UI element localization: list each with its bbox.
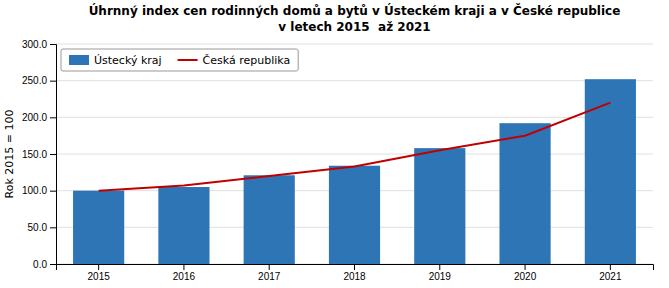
y-tick: 250.0: [22, 75, 56, 86]
y-axis: 0.0 50.0 100.0 150.0 200.0 250.0 300.0: [22, 39, 57, 270]
x-tick-mark: [98, 264, 99, 270]
chart: 0.0 50.0 100.0 150.0 200.0 250.0 300.0 2015 2016…: [0, 0, 669, 288]
legend: Ústecký kraj Česká republika: [61, 49, 298, 71]
y-axis-line: [50, 45, 57, 265]
bar: [73, 191, 124, 264]
legend-item: Ústecký kraj: [69, 54, 162, 67]
grid-line: [56, 44, 653, 45]
y-tick: 100.0: [22, 185, 56, 196]
y-tick-label: 200.0: [22, 112, 47, 123]
x-tick-label: 2015: [88, 271, 111, 282]
x-axis: 2015 2016 2017 2018 2019 2020 2021: [57, 264, 654, 282]
y-tick: 150.0: [22, 149, 56, 160]
x-tick-label: 2017: [258, 271, 281, 282]
bar: [329, 166, 380, 264]
y-tick-mark: [50, 117, 56, 118]
bar: [585, 79, 636, 264]
x-tick-mark: [269, 264, 270, 270]
line: [99, 103, 611, 191]
grid-line: [56, 117, 653, 118]
title: Úhrnný index cen rodinných domů a bytů v…: [89, 3, 621, 18]
y-tick-label: 300.0: [22, 39, 47, 50]
x-tick: 2017: [258, 264, 281, 282]
y-tick-label: 50.0: [28, 222, 48, 233]
bar: [499, 123, 550, 264]
x-tick-mark: [439, 264, 440, 270]
y-tick-mark: [50, 227, 56, 228]
y-tick: 200.0: [22, 112, 56, 123]
x-tick-label: 2021: [599, 271, 622, 282]
subtitle: v letech 2015 až 2021: [278, 20, 430, 34]
y-tick: 50.0: [28, 222, 56, 233]
x-tick-mark: [354, 264, 355, 270]
marks: [73, 79, 636, 264]
x-axis-line: [57, 265, 654, 271]
legend-item: Česká republika: [178, 54, 291, 67]
x-tick: 2015: [88, 264, 111, 282]
y-tick-label: 0.0: [33, 259, 47, 270]
y-tick-mark: [50, 154, 56, 155]
bar: [414, 148, 465, 264]
grid-line: [56, 154, 653, 155]
legend-swatch: [178, 59, 198, 61]
y-tick-mark: [50, 191, 56, 192]
bar: [158, 187, 209, 264]
x-tick-label: 2019: [429, 271, 452, 282]
bar: [244, 175, 295, 264]
x-tick: 2016: [173, 264, 196, 282]
y-tick-mark: [50, 44, 56, 45]
x-tick: 2020: [514, 264, 537, 282]
x-tick-label: 2016: [173, 271, 196, 282]
y-tick: 0.0: [33, 259, 56, 270]
x-tick-mark: [525, 264, 526, 270]
x-tick: 2021: [599, 264, 622, 282]
y-tick-mark: [50, 264, 56, 265]
grid-line: [56, 80, 653, 81]
legend-label: Ústecký kraj: [94, 54, 162, 67]
legend-swatch: [69, 55, 89, 65]
x-tick-mark: [610, 264, 611, 270]
x-tick: 2019: [429, 264, 452, 282]
y-tick-label: 100.0: [22, 185, 47, 196]
y-tick-mark: [50, 81, 56, 82]
plot-area: 0.0 50.0 100.0 150.0 200.0 250.0 300.0 2015 2016…: [22, 39, 654, 282]
bar-series: [73, 79, 636, 264]
y-tick-label: 250.0: [22, 75, 47, 86]
x-tick-mark: [183, 264, 184, 270]
y-tick: 300.0: [22, 39, 56, 50]
legend-label: Česká republika: [203, 54, 291, 67]
x-tick: 2018: [343, 264, 366, 282]
y-tick-label: 150.0: [22, 149, 47, 160]
y-axis-title: Rok 2015 = 100: [3, 110, 16, 199]
grid: [56, 44, 653, 264]
legend-frame: [61, 49, 298, 71]
x-tick-label: 2020: [514, 271, 537, 282]
x-tick-label: 2018: [343, 271, 366, 282]
